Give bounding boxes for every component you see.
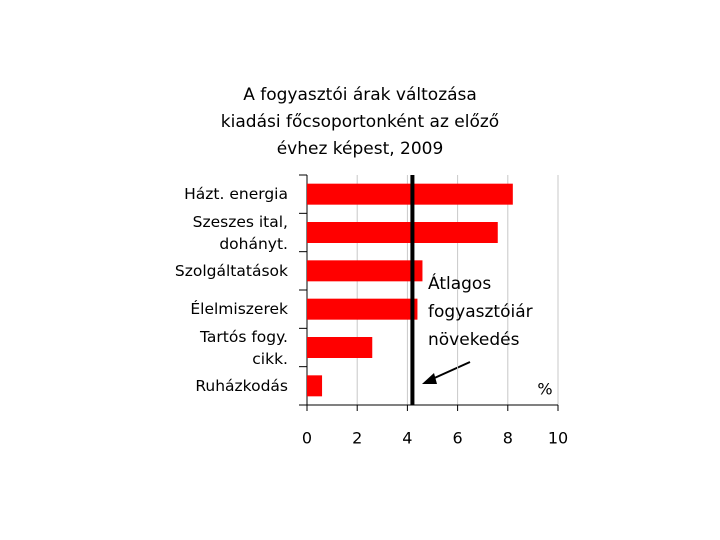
- chart-title: A fogyasztói árak változása: [243, 85, 477, 105]
- y-tick-label: Szeszes ital, dohányt.: [192, 212, 288, 253]
- y-tick-label: Szolgáltatások: [174, 261, 288, 280]
- bar: [307, 183, 513, 205]
- y-tick-label: Élelmiszerek: [190, 300, 288, 319]
- x-tick-label: 4: [402, 429, 412, 448]
- bar: [307, 337, 373, 358]
- bar: [307, 375, 323, 397]
- x-tick-label: 10: [548, 429, 568, 448]
- annotation: Átlagos fogyasztóiár növekedés: [428, 274, 533, 350]
- chart-title: kiadási főcsoportonként az előző: [220, 112, 500, 132]
- x-tick-label: 6: [453, 429, 463, 448]
- x-unit-label: %: [537, 380, 552, 399]
- bar: [307, 222, 498, 243]
- bar: [307, 298, 418, 320]
- x-tick-label: 2: [352, 429, 362, 448]
- arrow-head: [422, 373, 437, 384]
- y-tick-label: Ruházkodás: [195, 376, 288, 395]
- y-tick-label: Tartós fogy. cikk.: [199, 327, 288, 368]
- y-tick-label: Házt. energia: [184, 185, 288, 204]
- annotation-arrow: [429, 361, 471, 381]
- chart-title: évhez képest, 2009: [276, 139, 444, 159]
- x-tick-label: 0: [302, 429, 312, 448]
- x-tick-label: 8: [503, 429, 513, 448]
- bar: [307, 260, 423, 282]
